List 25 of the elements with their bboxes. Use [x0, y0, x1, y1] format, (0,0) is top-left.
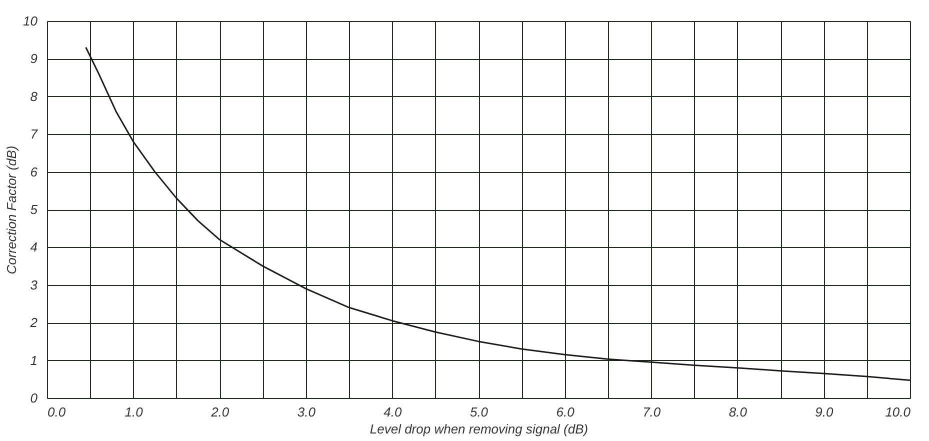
y-tick-label: 8 — [30, 88, 38, 104]
y-tick-label: 10 — [23, 14, 38, 28]
x-tick-label: 0.0 — [48, 404, 66, 420]
line-series — [85, 46, 911, 382]
x-tick-label: 6.0 — [556, 404, 576, 420]
x-tick-label: 1.0 — [124, 404, 144, 420]
y-tick-label: 0 — [30, 390, 38, 406]
y-tick-label: 6 — [30, 164, 38, 180]
y-tick-label: 7 — [30, 126, 38, 142]
x-tick-label: 2.0 — [210, 404, 230, 420]
x-tick-label: 4.0 — [384, 404, 403, 420]
x-tick-label: 3.0 — [297, 404, 316, 420]
y-tick-label: 1 — [30, 352, 38, 368]
y-tick-label: 3 — [30, 277, 38, 292]
y-tick-label: 2 — [29, 315, 38, 330]
y-axis-title: Correction Factor (dB) — [4, 146, 20, 274]
y-tick-label: 9 — [30, 51, 38, 66]
x-tick-label: 7.0 — [642, 404, 662, 420]
x-tick-label: 9.0 — [815, 404, 834, 420]
x-tick-label: 10.0 — [885, 404, 912, 420]
y-tick-label: 4 — [30, 240, 38, 255]
x-axis-title: Level drop when removing signal (dB) — [370, 422, 588, 436]
x-tick-label: 8.0 — [728, 404, 748, 420]
y-tick-label: 5 — [30, 202, 38, 217]
x-tick-label: 5.0 — [470, 404, 489, 420]
